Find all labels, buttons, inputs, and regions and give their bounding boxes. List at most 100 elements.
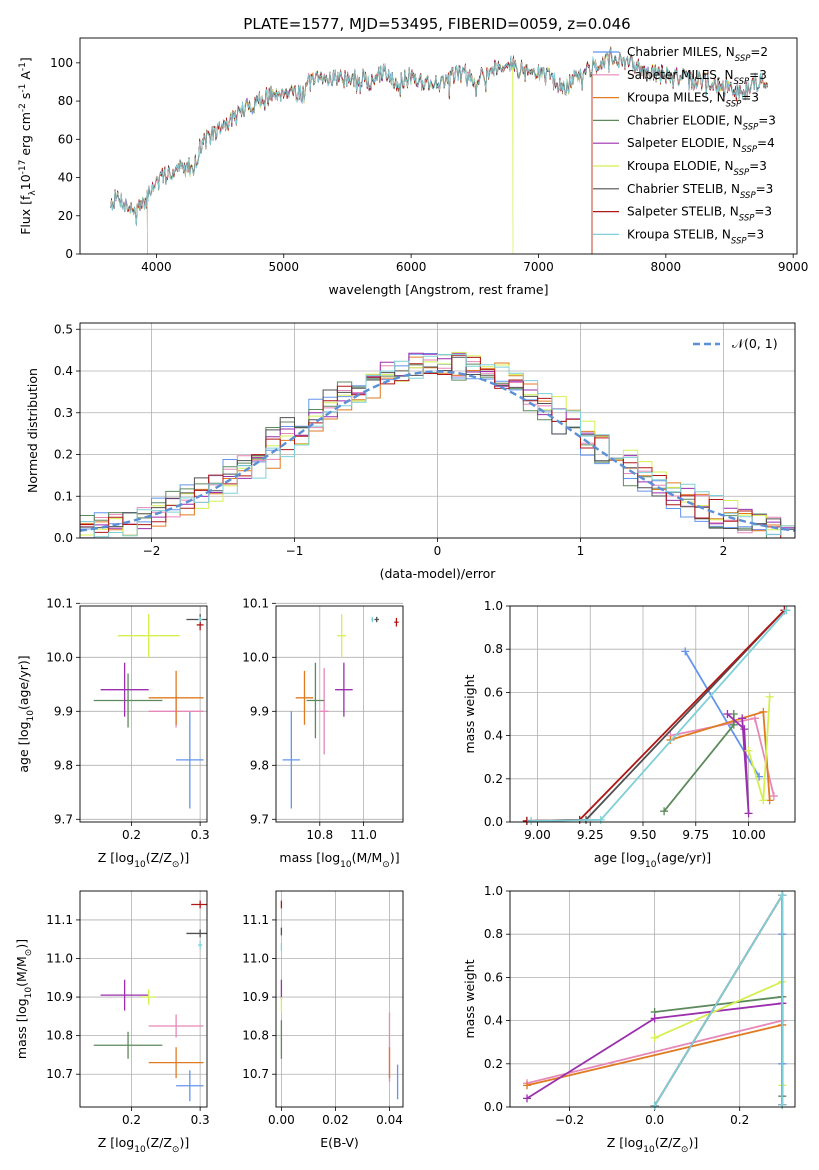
normal-curve bbox=[79, 370, 796, 532]
y-tick-label: 40 bbox=[58, 171, 73, 185]
label-segment: mass [log bbox=[14, 998, 29, 1059]
axes-frame bbox=[79, 322, 796, 539]
age-vs-mass-panel: 10.8 11.0 9.7 9.8 9.9 10.0 10.1 mass [log10(M/M… bbox=[242, 596, 404, 870]
y-tick-label: 10.9 bbox=[46, 990, 73, 1004]
label-segment: -1 bbox=[18, 62, 28, 71]
x-tick-label: −1 bbox=[286, 544, 304, 558]
y-tick-label: 0.3 bbox=[54, 406, 73, 420]
y-tick-label: 11.0 bbox=[46, 952, 73, 966]
x-tick-label: 0.2 bbox=[730, 1113, 749, 1127]
legend-entry: Salpeter ELODIE, NSSP=4 bbox=[627, 136, 775, 155]
y-tick-label: 0.0 bbox=[484, 1100, 503, 1114]
x-tick-label: 11.0 bbox=[350, 828, 377, 842]
spectrum-line bbox=[110, 48, 768, 226]
legend-subscript: SSP bbox=[735, 54, 751, 64]
spectrum-panel: 4000 5000 6000 7000 8000 9000 0 20 40 60 80 100 wave… bbox=[18, 37, 808, 297]
age-vs-metallicity-panel: 0.2 0.39.79.89.910.010.1Z [log10(Z/Z⊙)]ag… bbox=[16, 596, 210, 870]
y-tick-label: 0 bbox=[65, 247, 73, 261]
label-segment: (age/yr)] bbox=[656, 850, 711, 865]
label-segment: 10 bbox=[24, 987, 34, 999]
legend-subscript: SSP bbox=[726, 100, 742, 110]
mass-vs-metallicity-panel: 0.2 0.310.710.810.911.011.1Z [log10(Z/Z⊙)… bbox=[14, 890, 210, 1155]
y-tick-label: 9.7 bbox=[54, 812, 73, 826]
label-segment: (age/yr)] bbox=[16, 655, 31, 710]
label-segment: )] bbox=[688, 1135, 698, 1150]
y-axis-label: Normed distribution bbox=[25, 368, 40, 493]
series-line bbox=[663, 714, 735, 812]
x-tick-label: −2 bbox=[143, 544, 161, 558]
label-segment: )] bbox=[14, 939, 29, 949]
massweight-vs-metallicity-panel: −0.2 0.0 0.2 0.0 0.2 0.4 0.6 0.8 1.0 Z [log10(Z/Z… bbox=[462, 884, 796, 1155]
label-segment: mass [log bbox=[279, 850, 340, 865]
series-marker bbox=[650, 1014, 659, 1023]
series-marker bbox=[729, 720, 738, 729]
label-segment: 10 bbox=[26, 710, 36, 722]
x-tick-label: 2 bbox=[720, 544, 728, 558]
y-tick-label: 0.0 bbox=[54, 531, 73, 545]
series-marker bbox=[650, 1033, 659, 1042]
label-segment: (Z/Z bbox=[655, 1135, 681, 1150]
legend-count: =2 bbox=[750, 45, 768, 59]
errorbar-group bbox=[280, 900, 399, 1100]
x-tick-label: 0.3 bbox=[191, 1113, 210, 1127]
series-marker bbox=[750, 714, 759, 723]
y-axis-label: mass weight bbox=[462, 959, 477, 1038]
label-segment: (M/M bbox=[14, 956, 29, 987]
y-tick-label: 1.0 bbox=[484, 599, 503, 613]
y-tick-label: 9.7 bbox=[250, 812, 269, 826]
legend-entry: Chabrier MILES, NSSP=2 bbox=[627, 45, 768, 64]
y-tick-label: 10.7 bbox=[46, 1067, 73, 1081]
x-tick-label: 0.3 bbox=[191, 828, 210, 842]
errorbar-group bbox=[282, 614, 399, 809]
y-tick-label: 0.2 bbox=[54, 448, 73, 462]
legend-count: =3 bbox=[749, 159, 767, 173]
legend-entry: Chabrier ELODIE, NSSP=3 bbox=[627, 113, 776, 132]
y-axis-label: mass weight bbox=[462, 674, 477, 753]
legend-label: Chabrier ELODIE, N bbox=[627, 113, 743, 127]
x-axis-label: (data-model)/error bbox=[380, 566, 497, 581]
y-tick-label: 11.1 bbox=[46, 913, 73, 927]
axes-frame bbox=[275, 890, 404, 1108]
legend-subscript: SSP bbox=[743, 122, 759, 132]
legend-entry: Salpeter MILES, NSSP=3 bbox=[627, 68, 767, 87]
y-tick-label: 0.6 bbox=[484, 970, 503, 984]
series-line bbox=[726, 713, 750, 814]
label-segment: 10 bbox=[134, 1145, 146, 1155]
series-group bbox=[523, 891, 787, 1110]
legend-subscript: SSP bbox=[731, 236, 747, 246]
legend-label: Salpeter STELIB, N bbox=[627, 205, 739, 219]
histogram-step-line bbox=[80, 354, 795, 538]
label-segment: (Z/Z bbox=[146, 1135, 172, 1150]
y-tick-label: 0.8 bbox=[484, 642, 503, 656]
legend-label: Chabrier STELIB, N bbox=[627, 182, 740, 196]
label-segment: Z [log bbox=[98, 850, 134, 865]
y-tick-label: 20 bbox=[58, 209, 73, 223]
label-segment: wavelength [Angstrom, rest frame] bbox=[328, 282, 548, 297]
x-tick-label: 5000 bbox=[268, 260, 299, 274]
series-marker bbox=[523, 1081, 532, 1090]
axes-frame bbox=[509, 605, 796, 823]
histogram-steps bbox=[80, 351, 795, 538]
series-marker bbox=[765, 692, 774, 701]
y-tick-label: 60 bbox=[58, 132, 73, 146]
legend-count: =3 bbox=[758, 113, 776, 127]
y-tick-label: 0.4 bbox=[484, 729, 503, 743]
legend-count: =3 bbox=[741, 91, 759, 105]
axes-frame bbox=[275, 605, 404, 823]
label-segment: ⊙ bbox=[382, 860, 390, 870]
legend-subscript: SSP bbox=[739, 214, 755, 224]
series-line bbox=[526, 609, 786, 822]
x-tick-label: 0.2 bbox=[122, 828, 141, 842]
series-marker bbox=[681, 647, 690, 656]
y-tick-label: 0.4 bbox=[484, 1014, 503, 1028]
x-tick-label: −0.2 bbox=[555, 1113, 584, 1127]
label-segment: Z [log bbox=[98, 1135, 134, 1150]
legend-subscript: SSP bbox=[741, 145, 757, 155]
legend-subscript: SSP bbox=[740, 191, 756, 201]
series-marker bbox=[778, 891, 787, 900]
series-marker bbox=[744, 809, 753, 818]
x-tick-label: 6000 bbox=[396, 260, 427, 274]
axes-frame bbox=[79, 605, 208, 823]
y-tick-label: 80 bbox=[58, 94, 73, 108]
